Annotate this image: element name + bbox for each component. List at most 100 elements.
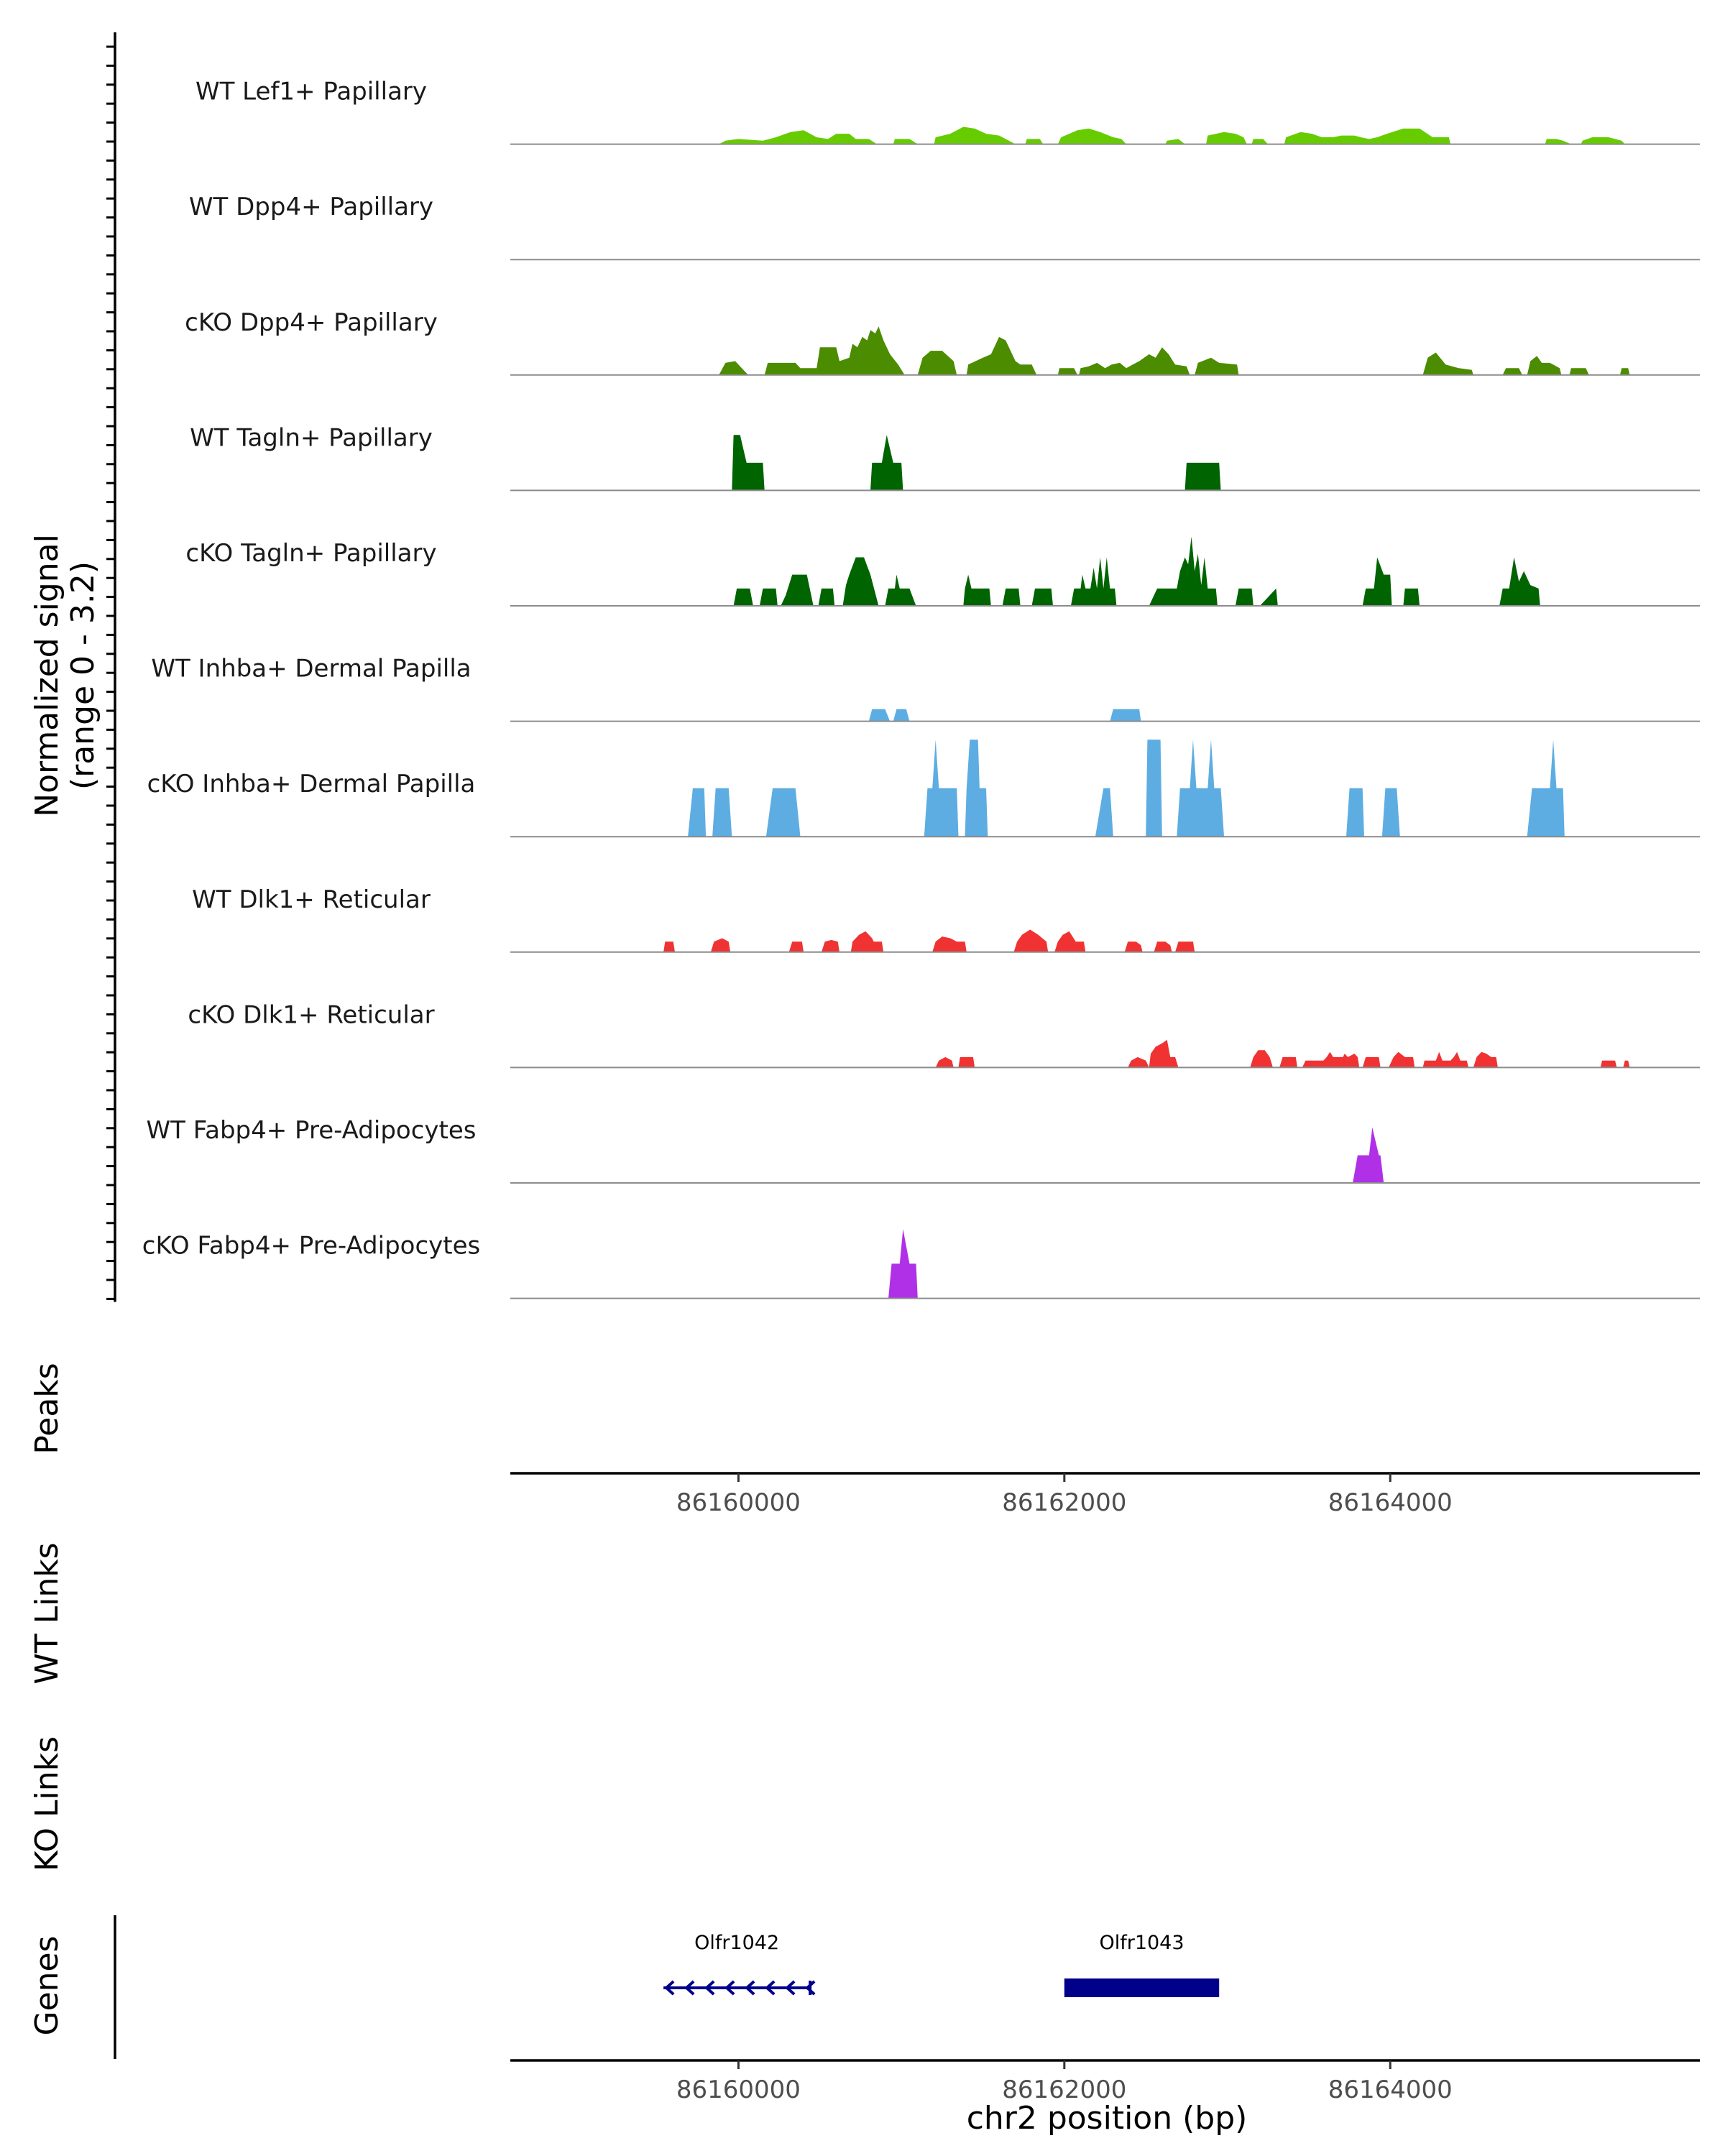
track: WT Lef1+ Papillary: [196, 78, 1700, 145]
coverage-peak: [1279, 1056, 1297, 1068]
track-label: WT Tagln+ Papillary: [190, 423, 433, 452]
coverage-peak: [788, 941, 804, 952]
coverage-peak: [1527, 740, 1565, 837]
strand-arrow: [684, 1980, 695, 1996]
strand-arrow: [785, 1980, 796, 1996]
coverage-peak: [932, 936, 967, 952]
strand-arrow: [724, 1980, 735, 1996]
coverage-peak: [1054, 931, 1086, 952]
coverage-peak: [935, 1056, 954, 1068]
coverage-peak: [759, 588, 778, 606]
track: WT Dlk1+ Reticular: [192, 885, 1700, 953]
track-label: WT Fabp4+ Pre-Adipocytes: [147, 1116, 477, 1145]
coverage-peak: [663, 941, 675, 952]
coverage-peak: [885, 574, 916, 606]
coverage-peak: [719, 326, 1630, 375]
coverage-peak: [710, 938, 731, 952]
track-label: WT Dpp4+ Papillary: [189, 193, 433, 221]
x-tick-label: 86162000: [1002, 2076, 1126, 2104]
coverage-peak: [1095, 788, 1113, 837]
track: cKO Fabp4+ Pre-Adipocytes: [142, 1229, 1700, 1299]
coverage-peak: [1146, 740, 1162, 837]
coverage-peak: [1124, 941, 1143, 952]
strand-arrow: [765, 1980, 776, 1996]
coverage-peak: [1070, 557, 1117, 606]
coverage-peak: [1184, 462, 1221, 491]
coverage-peak: [1031, 588, 1053, 606]
track: cKO Inhba+ Dermal Papilla: [147, 740, 1700, 838]
coverage-peak: [1473, 1051, 1498, 1068]
coverage-peak: [965, 740, 988, 837]
track-label: WT Lef1+ Papillary: [196, 78, 427, 106]
track-label: cKO Dlk1+ Reticular: [188, 1000, 434, 1029]
coverage-tracks: WT Lef1+ Papillary WT Dpp4+ Papillary cKO …: [142, 78, 1700, 1299]
coverage-peak: [1013, 929, 1049, 952]
track: cKO Dpp4+ Papillary: [185, 308, 1700, 376]
coverage-peak: [870, 435, 903, 491]
coverage-peak: [1002, 588, 1021, 606]
peaks-x-axis: 86160000 86162000 86164000: [510, 1472, 1700, 1517]
track-label: WT Inhba+ Dermal Papilla: [151, 655, 471, 683]
coverage-peak: [1403, 588, 1420, 606]
gene-exon: [1064, 1978, 1220, 1997]
y-axis-title-line1: Normalized signal: [29, 534, 65, 817]
gene: Olfr1043: [1064, 1932, 1220, 1997]
genes-x-axis: 86160000 86162000 86164000: [510, 2059, 1700, 2104]
coverage-peak: [1175, 941, 1195, 952]
track-label: WT Dlk1+ Reticular: [192, 885, 431, 914]
track-label: cKO Dpp4+ Papillary: [185, 308, 438, 337]
track-label: cKO Fabp4+ Pre-Adipocytes: [142, 1232, 481, 1261]
x-tick-label: 86164000: [1328, 1488, 1453, 1517]
gene-label: Olfr1042: [694, 1932, 779, 1954]
ko-links-label: KO Links: [29, 1736, 65, 1871]
track: WT Dpp4+ Papillary: [189, 193, 1700, 261]
strand-arrow: [704, 1980, 715, 1996]
wt-links-label: WT Links: [29, 1542, 65, 1684]
coverage-peak: [1259, 588, 1278, 606]
strand-arrow: [664, 1980, 675, 1996]
coverage-peak: [822, 939, 840, 952]
x-tick-label: 86164000: [1328, 2076, 1453, 2104]
coverage-peak: [1422, 1051, 1469, 1068]
coverage-peak: [1128, 1039, 1179, 1068]
track-label: cKO Inhba+ Dermal Papilla: [147, 770, 476, 798]
coverage-peak: [1362, 557, 1392, 606]
coverage-peak: [893, 709, 910, 722]
coverage-peak: [1235, 588, 1254, 606]
coverage-peak: [1362, 1056, 1381, 1068]
coverage-peak: [1353, 1127, 1384, 1183]
coverage-peak: [732, 435, 765, 491]
coverage-peak: [1346, 788, 1364, 837]
coverage-peak: [781, 574, 814, 606]
coverage-peak: [1623, 1060, 1630, 1068]
coverage-peak: [765, 788, 801, 837]
x-tick-label: 86160000: [676, 2076, 801, 2104]
x-tick-label: 86160000: [676, 1488, 801, 1517]
coverage-peak: [733, 588, 753, 606]
coverage-peak: [963, 574, 991, 606]
gene-label: Olfr1043: [1099, 1932, 1184, 1954]
track: WT Inhba+ Dermal Papilla: [151, 655, 1700, 722]
coverage-peak: [924, 740, 959, 837]
coverage-peak: [1389, 1051, 1415, 1068]
gene: Olfr1042: [663, 1932, 816, 1996]
track-label: cKO Tagln+ Papillary: [185, 539, 436, 568]
x-axis-title: chr2 position (bp): [967, 2100, 1248, 2137]
coverage-peak: [1154, 941, 1172, 952]
coverage-peak: [1177, 740, 1224, 837]
coverage-peak: [818, 588, 835, 606]
coverage-peak: [719, 126, 1625, 144]
track: WT Fabp4+ Pre-Adipocytes: [147, 1116, 1700, 1184]
strand-arrow: [745, 1980, 755, 1996]
coverage-peak: [688, 788, 707, 837]
gene-track: Olfr1042 Olfr1043: [114, 1915, 1220, 2059]
coverage-peak: [1302, 1051, 1360, 1068]
coverage-peak: [1149, 536, 1218, 606]
coverage-peak: [850, 931, 884, 952]
track: WT Tagln+ Papillary: [190, 423, 1700, 492]
x-tick-label: 86162000: [1002, 1488, 1126, 1517]
coverage-peak: [1499, 557, 1540, 606]
coverage-peak: [1381, 788, 1400, 837]
genes-label: Genes: [29, 1935, 65, 2035]
